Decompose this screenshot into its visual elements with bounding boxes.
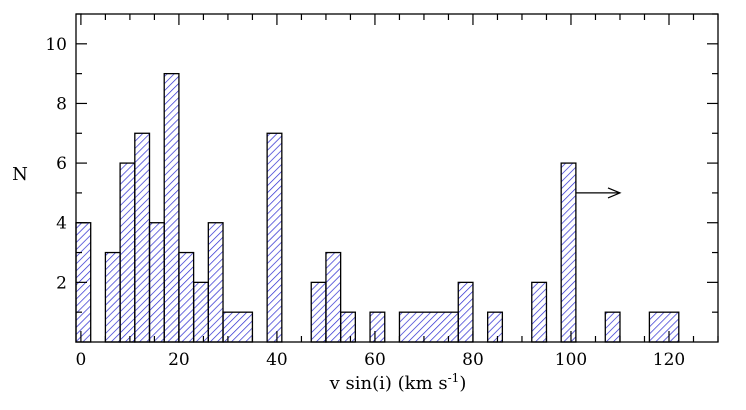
- histogram-bar: [560, 162, 577, 343]
- x-axis-label: v sin(i) (km s-1): [329, 371, 467, 394]
- histogram-bar: [487, 311, 504, 343]
- annotation-layer: [575, 187, 622, 199]
- histogram-bar: [339, 311, 356, 343]
- histogram-bar: [163, 72, 180, 343]
- histogram-bar: [192, 281, 209, 343]
- histogram-bar: [119, 162, 136, 343]
- histogram-bar: [369, 311, 386, 343]
- plot-frame: [75, 13, 719, 343]
- histogram-bar: [648, 311, 680, 343]
- y-tick-label: 6: [56, 154, 67, 174]
- y-tick-label: 8: [56, 94, 67, 114]
- x-tick-label: 20: [168, 350, 190, 370]
- x-tick-label: 60: [364, 350, 386, 370]
- y-tick-label: 10: [45, 35, 67, 55]
- bars-layer: [75, 72, 680, 343]
- histogram-bar: [325, 251, 342, 343]
- y-tick-label: 2: [56, 273, 67, 293]
- x-tick-label: 80: [462, 350, 484, 370]
- x-tick-label: 100: [555, 350, 587, 370]
- histogram-bar: [310, 281, 327, 343]
- tick-labels-layer: 0 20 40 60 80 100 120 2 4 6 8 10: [45, 35, 685, 370]
- x-axis-label-end: ): [459, 373, 466, 394]
- x-axis-label-superscript: -1: [448, 371, 460, 385]
- histogram-bar: [531, 281, 548, 343]
- histogram-bar: [104, 251, 121, 343]
- histogram-bar: [398, 311, 459, 343]
- histogram-bar: [207, 222, 224, 343]
- y-tick-label: 4: [56, 214, 67, 234]
- histogram-bar: [178, 251, 195, 343]
- x-tick-label: 0: [75, 350, 86, 370]
- x-axis-label-main: v sin(i) (km s: [329, 373, 448, 394]
- histogram-bar: [134, 132, 151, 343]
- x-tick-label: 40: [266, 350, 288, 370]
- histogram-bar: [604, 311, 621, 343]
- histogram-bar: [266, 132, 283, 343]
- histogram-bar: [148, 222, 165, 343]
- histogram-bar: [457, 281, 474, 343]
- y-axis-label: N: [12, 164, 28, 185]
- arrow-head: [607, 187, 622, 199]
- x-tick-label: 120: [653, 350, 685, 370]
